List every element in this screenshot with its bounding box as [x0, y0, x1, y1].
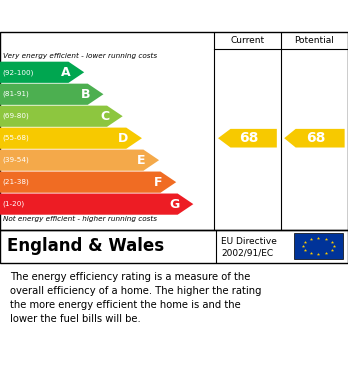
- Text: (92-100): (92-100): [3, 69, 34, 75]
- Text: 68: 68: [240, 131, 259, 145]
- Text: C: C: [100, 110, 109, 123]
- Text: Current: Current: [230, 36, 264, 45]
- Text: 68: 68: [307, 131, 326, 145]
- Polygon shape: [0, 150, 159, 171]
- Text: E: E: [137, 154, 146, 167]
- Text: The energy efficiency rating is a measure of the
overall efficiency of a home. T: The energy efficiency rating is a measur…: [10, 272, 262, 324]
- Text: Energy Efficiency Rating: Energy Efficiency Rating: [10, 9, 213, 23]
- Text: (21-38): (21-38): [3, 179, 30, 185]
- Text: Very energy efficient - lower running costs: Very energy efficient - lower running co…: [3, 53, 158, 59]
- Text: (1-20): (1-20): [3, 201, 25, 207]
- Polygon shape: [0, 106, 123, 127]
- Text: A: A: [61, 66, 71, 79]
- Text: England & Wales: England & Wales: [7, 237, 164, 255]
- Text: Not energy efficient - higher running costs: Not energy efficient - higher running co…: [3, 216, 158, 222]
- Text: (81-91): (81-91): [3, 91, 30, 97]
- Text: Potential: Potential: [294, 36, 334, 45]
- Text: B: B: [81, 88, 90, 101]
- Text: 2002/91/EC: 2002/91/EC: [221, 248, 273, 257]
- Text: EU Directive: EU Directive: [221, 237, 277, 246]
- Bar: [294, 233, 343, 260]
- Polygon shape: [0, 127, 142, 149]
- Polygon shape: [218, 129, 277, 147]
- Polygon shape: [0, 62, 84, 83]
- Text: D: D: [118, 132, 129, 145]
- Text: (55-68): (55-68): [3, 135, 30, 142]
- Text: G: G: [170, 197, 180, 211]
- Polygon shape: [0, 194, 193, 215]
- Text: (39-54): (39-54): [3, 157, 30, 163]
- Polygon shape: [0, 172, 176, 193]
- Polygon shape: [0, 84, 103, 105]
- Polygon shape: [284, 129, 345, 147]
- Text: (69-80): (69-80): [3, 113, 30, 120]
- Text: F: F: [155, 176, 163, 188]
